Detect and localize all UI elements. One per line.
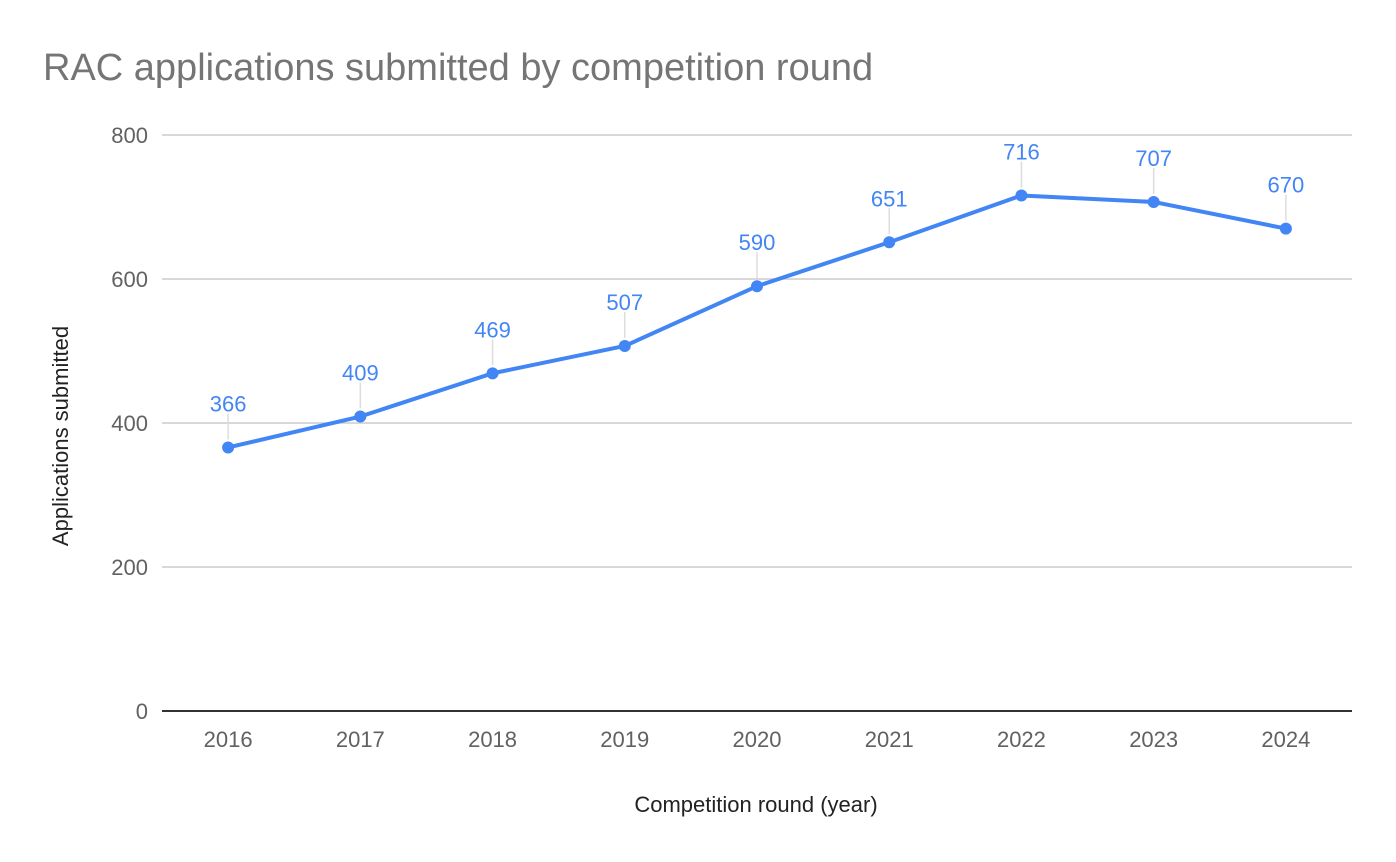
x-tick-label: 2018 (468, 727, 517, 752)
data-label: 670 (1268, 173, 1305, 198)
y-axis-title: Applications submitted (48, 326, 73, 546)
x-axis-ticks: 2016 2017 2018 2019 2020 2021 2022 2023 2024 (204, 727, 1311, 752)
data-points (222, 189, 1292, 454)
y-axis-ticks: 0 200 400 600 800 (111, 123, 148, 724)
data-labels: 366 409 469 507 590 651 716 707 670 (210, 139, 1304, 416)
x-tick-label: 2020 (733, 727, 782, 752)
y-tick-label: 200 (111, 555, 148, 580)
gridlines (162, 134, 1352, 568)
x-tick-label: 2016 (204, 727, 253, 752)
data-label: 366 (210, 391, 247, 416)
x-tick-label: 2019 (600, 727, 649, 752)
data-point (1147, 195, 1160, 208)
data-point (751, 280, 763, 293)
data-label: 507 (606, 290, 643, 315)
data-point (883, 236, 896, 249)
data-point (222, 441, 235, 454)
x-tick-label: 2024 (1261, 727, 1310, 752)
data-label: 409 (342, 361, 379, 386)
y-tick-label: 0 (136, 699, 148, 724)
data-label-leaders (227, 161, 1287, 440)
x-tick-label: 2017 (336, 727, 385, 752)
data-point (486, 367, 499, 380)
chart-title: RAC applications submitted by competitio… (43, 47, 873, 89)
data-label: 707 (1135, 146, 1172, 171)
data-label: 469 (474, 317, 511, 342)
data-point (1279, 222, 1292, 235)
data-point (1015, 189, 1028, 202)
data-label: 590 (739, 230, 776, 255)
x-axis-title: Competition round (year) (634, 792, 877, 817)
y-tick-label: 600 (111, 267, 148, 292)
x-tick-label: 2022 (997, 727, 1046, 752)
x-tick-label: 2023 (1129, 727, 1178, 752)
data-label: 651 (871, 186, 908, 211)
data-point (354, 410, 367, 423)
data-point (618, 339, 631, 352)
x-tick-label: 2021 (865, 727, 914, 752)
data-label: 716 (1003, 139, 1040, 164)
y-tick-label: 400 (111, 411, 148, 436)
y-tick-label: 800 (111, 123, 148, 148)
